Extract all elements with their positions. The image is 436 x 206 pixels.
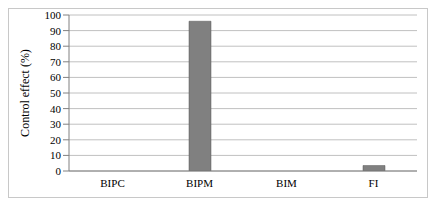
svg-text:10: 10 [50, 149, 62, 161]
svg-text:40: 40 [50, 103, 62, 115]
svg-text:Control effect (%): Control effect (%) [18, 49, 32, 137]
svg-text:FI: FI [369, 177, 379, 189]
svg-text:100: 100 [45, 9, 62, 21]
svg-text:50: 50 [50, 87, 62, 99]
svg-text:BIPM: BIPM [186, 177, 213, 189]
svg-text:BIM: BIM [276, 177, 297, 189]
svg-text:0: 0 [56, 165, 62, 177]
svg-text:30: 30 [50, 118, 62, 130]
svg-text:BIPC: BIPC [100, 177, 124, 189]
svg-text:80: 80 [50, 40, 62, 52]
svg-text:20: 20 [50, 134, 62, 146]
svg-text:70: 70 [50, 56, 62, 68]
svg-text:90: 90 [50, 25, 62, 37]
svg-text:60: 60 [50, 71, 62, 83]
